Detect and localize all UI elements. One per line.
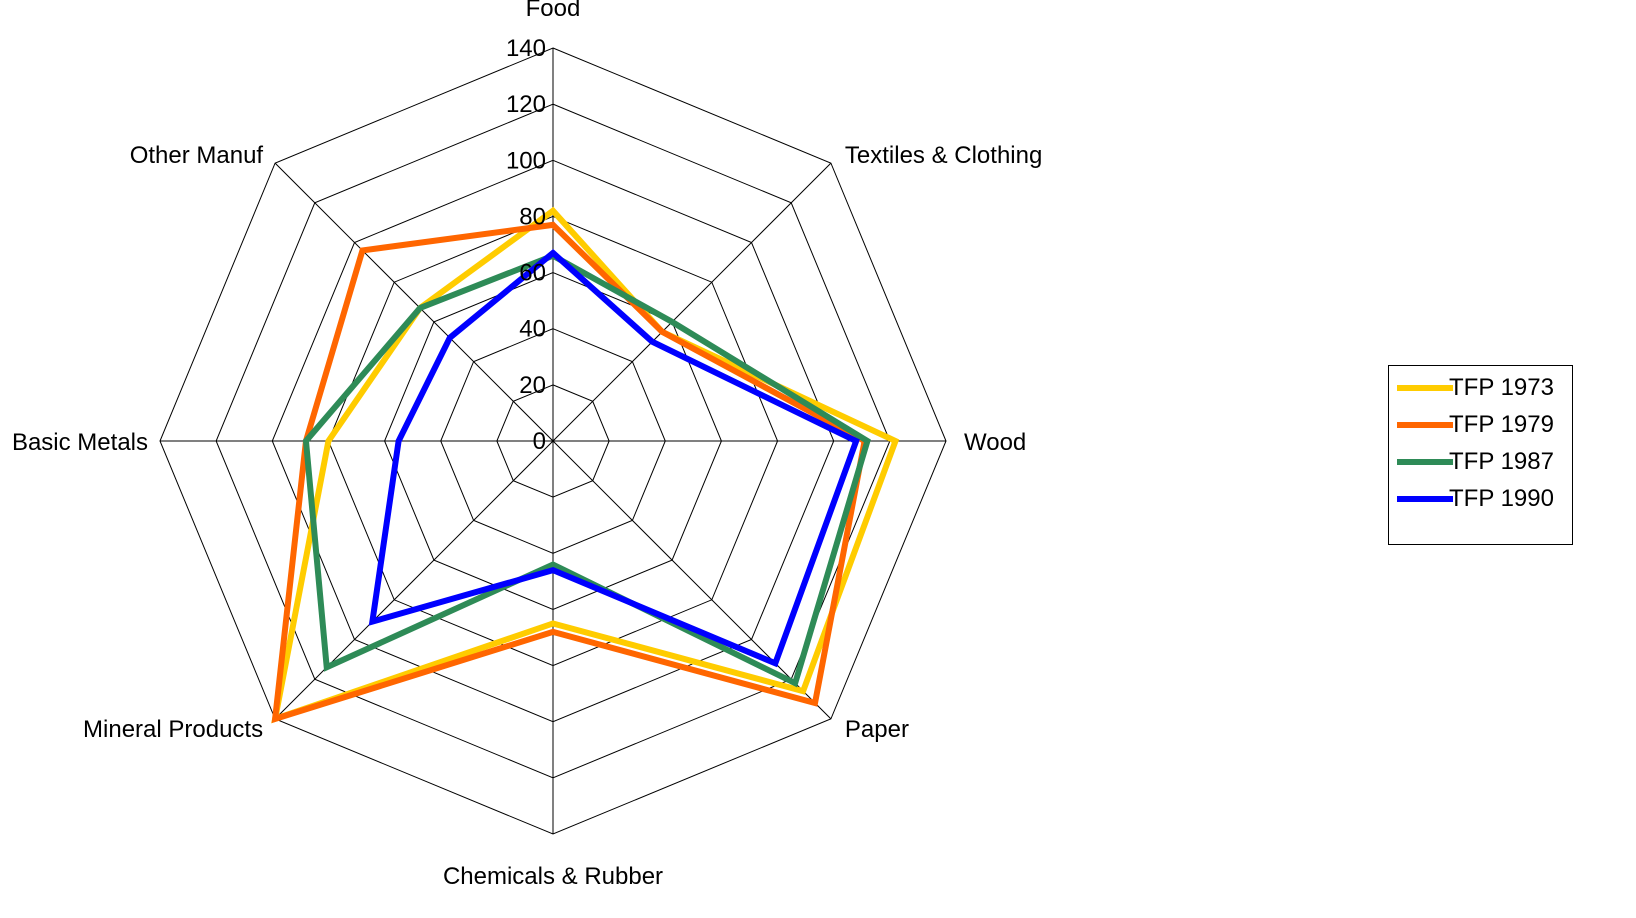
series-line-tfp-1987 (302, 252, 871, 688)
grid-spoke (552, 162, 832, 442)
radar-labels: 0 20 40 60 80 100 120 140 Food Textiles & Clothin… (12, 0, 1042, 890)
grid-spoke (274, 162, 554, 442)
grid-spoke (552, 440, 832, 720)
legend: TFP 1973 TFP 1979 TFP 1987 TFP 1990 (1388, 365, 1573, 545)
category-label: Wood (964, 429, 1026, 456)
grid-spoke (274, 440, 554, 720)
radar-grid (159, 47, 947, 835)
radar-series (271, 206, 900, 724)
legend-label-1990: TFP 1990 (1449, 485, 1554, 512)
legend-label-1973: TFP 1973 (1449, 374, 1554, 401)
series-line-tfp-1990 (368, 248, 860, 668)
legend-label-1979: TFP 1979 (1449, 411, 1554, 438)
legend-item-1973: TFP 1973 (1389, 370, 1574, 406)
tick-label: 120 (506, 91, 546, 118)
category-label: Other Manuf (130, 142, 264, 169)
legend-item-1987: TFP 1987 (1389, 444, 1574, 480)
tick-label: 100 (506, 147, 546, 174)
category-label: Basic Metals (12, 429, 148, 456)
category-label: Mineral Products (83, 716, 263, 743)
tick-label: 20 (519, 372, 546, 399)
series-line-tfp-1973 (271, 206, 900, 724)
category-label: Paper (845, 716, 909, 743)
category-label: Food (526, 0, 581, 22)
legend-label-1987: TFP 1987 (1449, 448, 1554, 475)
series-line-tfp-1979 (271, 221, 868, 724)
tick-label: 140 (506, 35, 546, 62)
legend-swatch-1973 (1397, 385, 1453, 391)
legend-swatch-1990 (1397, 496, 1453, 502)
category-label: Textiles & Clothing (845, 142, 1042, 169)
tick-label: 80 (519, 203, 546, 230)
tick-label: 40 (519, 316, 546, 343)
tick-label: 0 (533, 428, 546, 455)
legend-item-1979: TFP 1979 (1389, 407, 1574, 443)
category-label: Chemicals & Rubber (443, 863, 663, 890)
tick-label: 60 (519, 260, 546, 287)
legend-item-1990: TFP 1990 (1389, 481, 1574, 517)
legend-swatch-1979 (1397, 422, 1453, 428)
legend-swatch-1987 (1397, 459, 1453, 465)
